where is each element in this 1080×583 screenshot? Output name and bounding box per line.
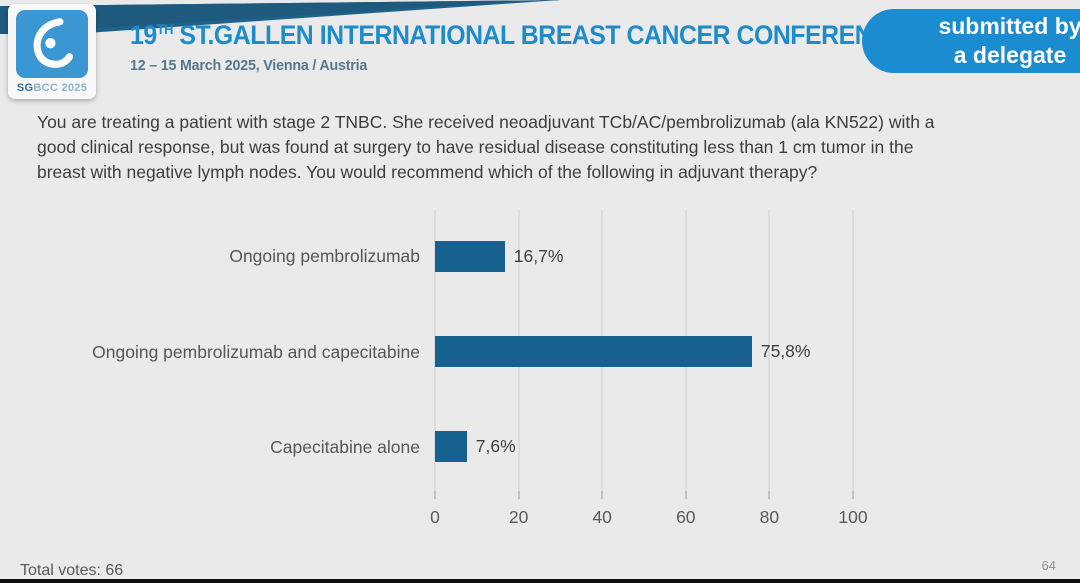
x-tick-label: 20 <box>508 507 529 527</box>
bar-category-label: Capecitabine alone <box>270 437 420 457</box>
bar-row: 75,8% <box>435 336 853 367</box>
x-tick-label: 40 <box>592 507 612 527</box>
axis-tick <box>852 491 854 499</box>
x-tick-label: 60 <box>676 507 696 527</box>
conference-title-number: 19 <box>130 20 157 50</box>
bar-value-label: 75,8% <box>760 341 811 361</box>
x-tick-label: 100 <box>838 507 868 527</box>
bar-row: 16,7% <box>435 241 853 272</box>
gridline <box>852 210 854 491</box>
axis-tick <box>434 491 436 499</box>
conference-title-ordinal: TH <box>156 21 174 37</box>
badge-line1: submitted by <box>938 13 1080 39</box>
plot-area: 16,7% 75,8% 7,6% <box>434 210 854 499</box>
submitted-by-badge: submitted by a delegate <box>862 9 1080 73</box>
x-tick-label: 80 <box>759 507 780 527</box>
conference-title: 19TH ST.GALLEN INTERNATIONAL BREAST CANC… <box>130 20 966 51</box>
conference-title-text: ST.GALLEN INTERNATIONAL BREAST CANCER CO… <box>172 20 966 50</box>
conference-subtitle: 12 – 15 March 2025, Vienna / Austria <box>130 57 368 74</box>
logo-caption: SGBCC 2025 <box>17 82 87 94</box>
sgbcc-breast-logo-icon <box>16 10 88 78</box>
x-axis: 0 20 40 60 80 100 <box>430 507 867 531</box>
bottom-strip <box>0 579 1080 583</box>
x-tick-label: 0 <box>430 507 440 527</box>
bar-row: 7,6% <box>435 431 853 462</box>
bar-capecitabine-alone <box>435 431 467 462</box>
axis-tick <box>601 491 604 499</box>
bar-category-label: Ongoing pembrolizumab and capecitabine <box>92 342 420 362</box>
bar-ongoing-pembrolizumab-and-capecitabine <box>435 336 752 367</box>
bar-value-label: 7,6% <box>475 436 516 456</box>
sgbcc-logo-card: SGBCC 2025 <box>8 4 96 99</box>
logo-caption-sg: SG <box>16 82 34 94</box>
breast-glyph-icon <box>33 18 74 68</box>
bar-ongoing-pembrolizumab <box>435 241 505 272</box>
logo-caption-rest: BCC 2025 <box>33 82 88 94</box>
axis-tick <box>768 491 771 499</box>
bar-category-label: Ongoing pembrolizumab <box>229 246 420 266</box>
axis-tick <box>684 491 687 499</box>
badge-line2: a delegate <box>953 42 1067 68</box>
gridline <box>768 210 771 491</box>
poll-question-text: You are treating a patient with stage 2 … <box>37 112 935 182</box>
bar-value-label: 16,7% <box>513 246 564 266</box>
page-number: 64 <box>1041 558 1056 573</box>
axis-tick <box>517 491 520 499</box>
total-votes-label: Total votes: 66 <box>20 562 124 579</box>
